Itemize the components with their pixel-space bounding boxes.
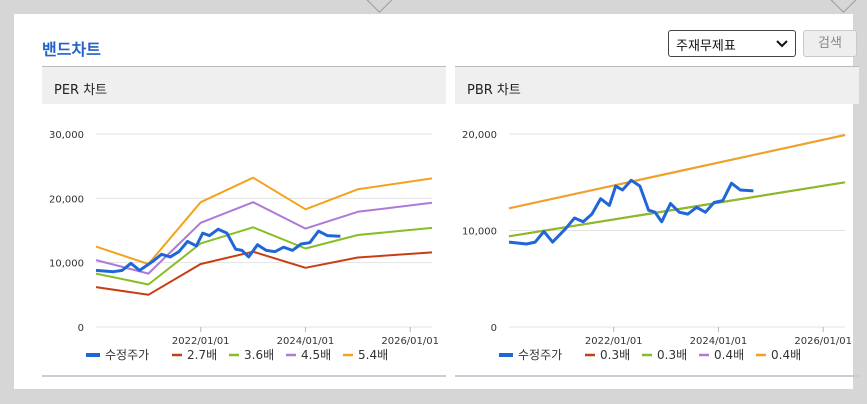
legend-label[interactable]: 3.6배	[244, 348, 274, 362]
series-line	[95, 226, 433, 286]
series-line	[95, 176, 433, 265]
search-button[interactable]: 검색	[803, 30, 857, 57]
x-tick-label: 2022/01/01	[172, 336, 230, 347]
x-tick-label: 2026/01/01	[381, 336, 439, 347]
x-tick-label: 2024/01/01	[277, 336, 335, 347]
top-notch	[830, 0, 857, 13]
legend-label[interactable]: 2.7배	[187, 348, 217, 362]
legend-label[interactable]: 0.4배	[714, 348, 744, 362]
series-line	[95, 201, 433, 275]
legend-label[interactable]: 수정주가	[518, 348, 562, 362]
page-title: 밴드차트	[42, 40, 101, 59]
legend-label[interactable]: 0.3배	[600, 348, 630, 362]
legend-label[interactable]: 4.5배	[301, 348, 331, 362]
pbr-chart: 0 10,000 20,000 2022/01/01 2024/01/01 2026/01…	[462, 130, 852, 362]
y-tick-label: 20,000	[49, 194, 84, 205]
legend-label[interactable]: 0.3배	[657, 348, 687, 362]
y-tick-label: 10,000	[49, 259, 84, 270]
statement-select-value: 주재무제표	[676, 39, 736, 54]
chevron-down-icon	[776, 34, 788, 58]
y-tick-label: 20,000	[462, 130, 497, 141]
legend-label[interactable]: 수정주가	[105, 348, 149, 362]
y-tick-label: 0	[491, 323, 497, 334]
series-line	[95, 227, 341, 274]
y-tick-label: 0	[78, 323, 84, 334]
band-chart-card: 밴드차트 주재무제표 검색 PER 차트 PBR 차트 0 10,000 20,00…	[14, 14, 859, 389]
pbr-panel-divider	[455, 375, 859, 377]
per-chart-header: PER 차트	[42, 66, 446, 104]
per-chart: 0 10,000 20,000 30,000 2022/01/01 2024/01/01 2…	[49, 130, 439, 362]
series-line	[508, 134, 846, 210]
series-line	[508, 178, 754, 246]
per-panel-divider	[42, 375, 446, 377]
pbr-chart-header: PBR 차트	[455, 66, 859, 104]
y-tick-label: 10,000	[462, 227, 497, 238]
top-notch	[366, 0, 393, 13]
x-tick-label: 2024/01/01	[690, 336, 748, 347]
legend-label[interactable]: 0.4배	[771, 348, 801, 362]
legend-label[interactable]: 5.4배	[358, 348, 388, 362]
x-tick-label: 2022/01/01	[585, 336, 643, 347]
statement-select[interactable]: 주재무제표	[668, 30, 796, 57]
per-chart-title: PER 차트	[54, 83, 108, 98]
x-tick-label: 2026/01/01	[794, 336, 852, 347]
pbr-chart-title: PBR 차트	[467, 83, 521, 98]
y-tick-label: 30,000	[49, 130, 84, 141]
